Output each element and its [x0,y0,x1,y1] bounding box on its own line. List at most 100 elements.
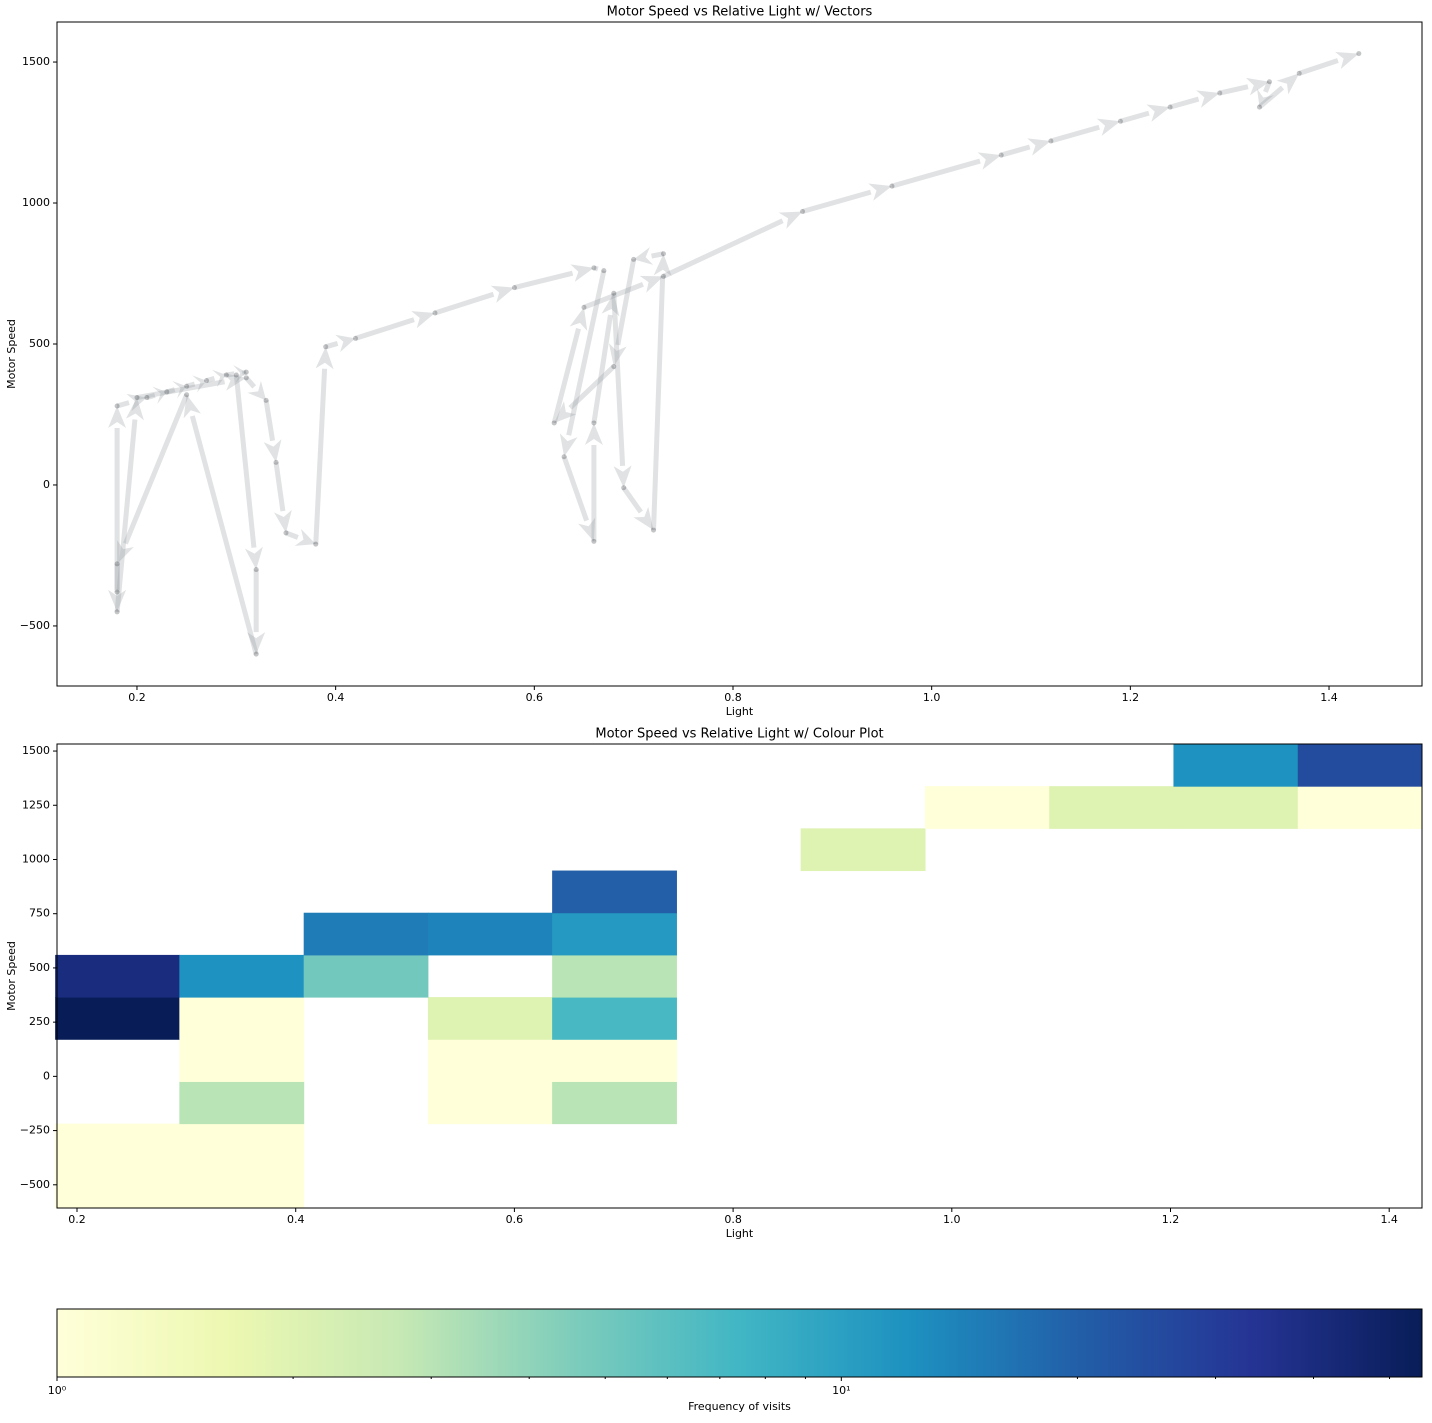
heat-cell [1297,786,1423,829]
x-tick-label: 0.2 [68,1213,86,1226]
arrow-head [1245,77,1270,96]
vector-arrow [1298,51,1359,76]
arrow-shaft [621,486,643,514]
chart-title: Motor Speed vs Relative Light w/ Colour … [595,727,883,742]
point [591,420,597,426]
vector-arrow [205,369,227,388]
arrow-shaft [313,368,328,545]
arrow-shaft [114,419,138,613]
arrow-shaft [513,270,574,291]
x-tick-label: 0.8 [724,1213,742,1226]
arrow-head [247,632,266,655]
heat-cell [179,1081,305,1125]
x-tick-label: 1.0 [943,1213,961,1226]
vector-arrow [434,285,515,316]
heat-cell [427,912,553,956]
arrow-head [1146,104,1171,122]
vector-arrow [285,528,316,546]
arrow-head [244,546,263,570]
arrow-shaft [651,251,664,259]
point [591,538,597,544]
y-tick-label: 1500 [22,55,50,68]
y-tick-label: 1250 [22,798,50,811]
y-tick-label: −250 [20,1124,50,1137]
arrow-shaft [123,393,189,545]
point [253,567,259,573]
arrow-head [1027,138,1051,156]
heat-cell [55,997,180,1040]
arrow-head [126,393,147,412]
y-tick-label: 1000 [22,196,50,209]
vector-arrow [247,569,266,655]
plot-area [108,51,1362,657]
arrow-head [778,211,803,229]
point [561,454,567,460]
arrow-shaft [1169,96,1200,110]
vector-arrow [554,364,616,423]
arrow-head [335,334,356,353]
x-tick-label: 1.2 [1162,1213,1180,1226]
x-tick-label: 0.2 [128,691,146,704]
arrow-head [315,346,334,370]
arrow-head [595,260,604,278]
arrow-head [578,517,596,542]
vector-arrow [513,264,594,291]
arrow-head [608,343,627,367]
arrow-shaft [273,462,286,512]
y-tick-label: 250 [29,1015,50,1028]
arrow-shaft [1298,58,1339,76]
arrow-head [222,372,247,391]
x-tick-label: 0.6 [526,691,544,704]
vector-arrow [236,364,247,382]
arrow-head [211,369,227,388]
vector-arrow [108,406,127,593]
vector-arrow [584,422,603,542]
point [353,335,359,341]
arrow-head [1096,118,1121,136]
vector-arrow [244,376,267,401]
arrow-shaft [568,364,616,410]
vector-arrow [1050,118,1121,144]
arrow-head [639,275,664,293]
arrow-head [263,439,282,463]
y-tick-label: 750 [29,907,50,920]
vector-arrow [801,183,892,214]
point [651,527,657,533]
arrow-shaft [891,158,981,189]
point [263,397,269,403]
arrow-shaft [611,293,626,466]
point [164,389,170,395]
vector-arrow [583,275,664,310]
point [1167,104,1173,110]
arrow-head [236,364,245,382]
heat-cell [427,1081,553,1125]
point [283,530,289,536]
plot-frame [56,743,1423,1209]
arrow-head [559,433,578,457]
vector-arrow [108,563,127,612]
y-tick-label: 0 [43,478,50,491]
point [1256,104,1262,110]
arrow-shaft [1263,80,1272,93]
point [253,651,259,657]
point [243,375,249,381]
arrow-shaft [615,258,637,346]
point [611,364,617,370]
vector-arrow [633,247,664,265]
heat-cell [179,1165,305,1209]
arrow-head [633,506,654,531]
arrow-shaft [434,291,495,316]
x-tick-label: 0.4 [287,1213,305,1226]
point [184,383,190,389]
heat-cell [303,912,429,956]
heat-cell [552,1039,677,1082]
arrow-shaft [1119,110,1150,124]
vector-arrow [166,381,187,399]
vector-arrow [117,393,189,564]
heat-cell [552,997,677,1040]
colorbar-label: Frequency of visits [688,1400,791,1413]
vector-arrow [1257,73,1300,110]
arrow-shaft [566,270,607,436]
vector-arrow [608,258,637,367]
arrow-shaft [116,400,130,409]
